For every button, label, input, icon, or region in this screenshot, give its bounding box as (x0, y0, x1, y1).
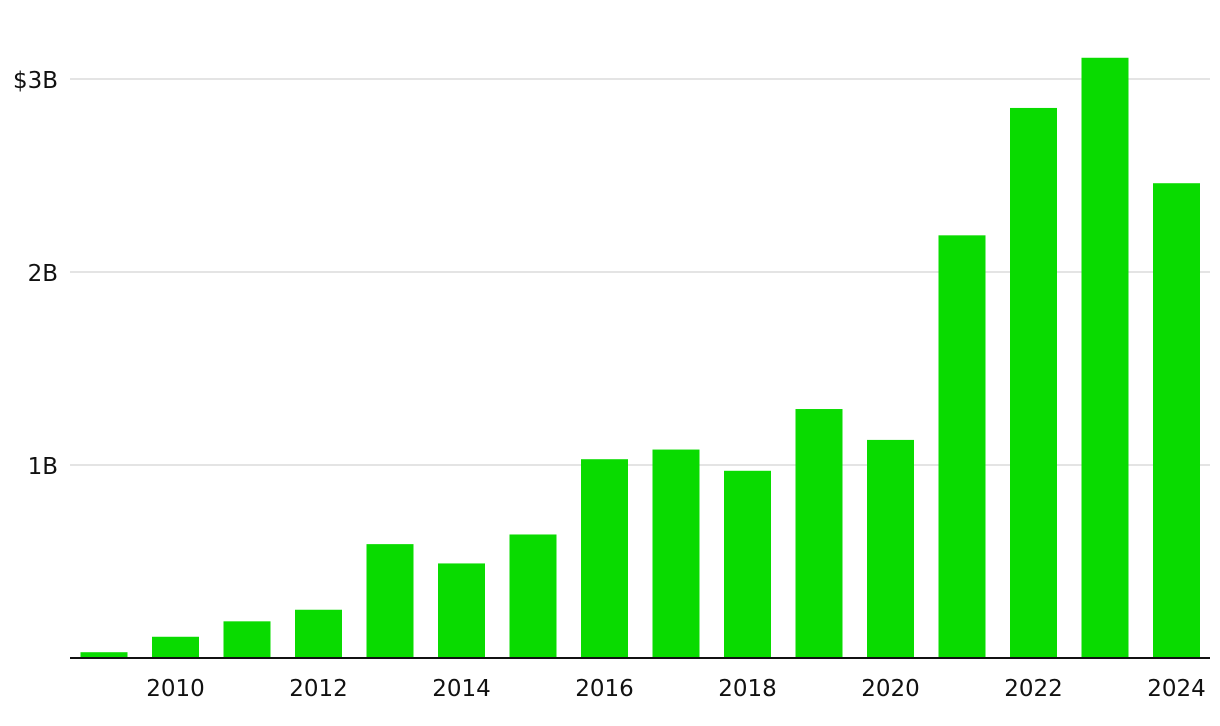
y-axis-ticks: 1B 2B $3B (13, 68, 58, 480)
x-tick-label-2022: 2022 (1004, 676, 1063, 702)
bar-2010 (152, 636, 199, 658)
bar-2013 (366, 544, 414, 658)
x-tick-label-2016: 2016 (575, 676, 634, 702)
x-tick-label-2014: 2014 (432, 676, 491, 702)
x-tick-label-2020: 2020 (861, 676, 920, 702)
bar-2019 (795, 409, 843, 658)
x-tick-label-2010: 2010 (146, 676, 205, 702)
bar-2021 (938, 235, 986, 658)
bar-2023 (1081, 57, 1129, 658)
y-tick-label: 1B (28, 454, 58, 480)
bar-2009 (80, 652, 128, 658)
x-axis-ticks: 2010 2012 2014 2016 2018 2020 2022 2024 (146, 676, 1206, 702)
y-tick-label: 2B (28, 261, 58, 287)
bar-2022 (1010, 107, 1057, 658)
x-tick-label-2018: 2018 (718, 676, 777, 702)
bar-2020 (867, 439, 914, 658)
bar-2016 (581, 459, 628, 658)
bar-2012 (295, 609, 342, 658)
x-tick-label-2012: 2012 (289, 676, 348, 702)
bar-2014 (438, 563, 485, 658)
bar-2015 (509, 534, 557, 658)
y-tick-label: $3B (13, 68, 58, 94)
bar-2024 (1153, 183, 1200, 658)
bar-2018 (724, 470, 771, 658)
bars (80, 57, 1200, 658)
bar-2017 (652, 449, 700, 658)
bar-2011 (223, 621, 271, 658)
x-tick-label-2024: 2024 (1147, 676, 1206, 702)
